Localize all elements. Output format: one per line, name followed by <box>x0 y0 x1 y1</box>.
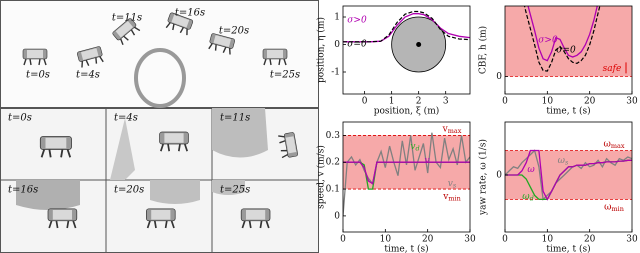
x-axis-label: time, t (s) <box>546 106 590 117</box>
y-axis-label: yaw rate, ω (1/s) <box>478 139 489 216</box>
y-tick-label: 0 <box>496 72 502 82</box>
series-label: σ=0 <box>556 46 576 56</box>
plot-area <box>343 132 470 216</box>
snapshot-grid <box>0 108 319 253</box>
snapshot-time-label: t=25s <box>220 185 250 196</box>
x-tick-label: 0 <box>362 97 368 107</box>
series-label: σ>0 <box>538 36 558 46</box>
x-tick-label: 0 <box>340 235 346 245</box>
x-axis-label: position, ξ (m) <box>374 106 439 117</box>
safe-region <box>505 6 632 77</box>
snapshot-time-label: t=20s <box>114 185 144 196</box>
time-label: t=11s <box>112 13 142 24</box>
series-line <box>343 10 470 43</box>
overview-image <box>0 0 319 108</box>
snapshot-time-label: t=0s <box>8 113 32 124</box>
x-tick-label: 30 <box>626 235 638 245</box>
x-tick-label: 3 <box>443 97 449 107</box>
bound-label: vmax <box>442 124 462 135</box>
x-tick-label: 2 <box>416 97 422 107</box>
time-label: t=25s <box>270 70 300 81</box>
axes-frame <box>504 121 633 233</box>
snapshot-time-label: t=4s <box>114 113 138 124</box>
y-tick-label: 1 <box>334 13 340 23</box>
series-line <box>505 149 632 201</box>
series-line <box>343 161 470 185</box>
safe-label: safe <box>603 64 622 74</box>
chart: vmin vmax vs vdv 0 10 20 30 0 0.1 0.2 0.3 time, t (s… <box>316 121 476 253</box>
x-tick-label: 20 <box>584 235 596 245</box>
y-tick-label: 0.1 <box>326 185 340 195</box>
time-label: t=0s <box>26 70 50 81</box>
axes-frame <box>504 5 633 95</box>
y-tick-label: 0 <box>334 40 340 50</box>
bound-label: ωmin <box>604 202 624 213</box>
series-label: v <box>424 156 429 166</box>
series-line <box>343 132 470 216</box>
y-tick-label: 0 <box>496 170 502 180</box>
series-line <box>523 6 601 72</box>
series-label: σ>0 <box>347 16 367 26</box>
x-tick-label: 10 <box>542 97 554 107</box>
bound-label: vmin <box>442 192 461 203</box>
x-axis-label: time, t (s) <box>546 244 590 253</box>
obstacle-center <box>416 42 422 47</box>
x-tick-label: 10 <box>542 235 554 245</box>
x-tick-label: 20 <box>584 97 596 107</box>
axes-frame <box>342 121 471 233</box>
time-label: t=16s <box>175 8 205 19</box>
plot-area <box>505 6 632 77</box>
x-tick-label: 0 <box>502 97 508 107</box>
x-tick-label: 30 <box>464 235 476 245</box>
x-tick-label: 10 <box>380 235 392 245</box>
y-axis-label: CBF, h (m) <box>478 26 489 74</box>
series-label: vs <box>448 179 457 190</box>
time-label: t=4s <box>76 70 100 81</box>
chart: ωmin ωmax ωs ωd ω 0 10 20 30 0 time, t (s) yaw rate… <box>478 121 638 253</box>
y-axis-label: speed, v (m/s) <box>316 145 327 209</box>
axes-frame <box>342 5 471 95</box>
x-axis-label: time, t (s) <box>384 244 428 253</box>
y-tick-label: 0.3 <box>326 131 341 141</box>
plot-area <box>505 149 632 201</box>
y-tick-label: 0 <box>334 211 340 221</box>
series-label: ω <box>527 165 535 175</box>
series-label: vd <box>410 142 419 153</box>
series-label: σ=0 <box>347 40 367 50</box>
series-line <box>527 6 598 62</box>
x-tick-label: 20 <box>422 235 434 245</box>
series-line <box>505 149 632 201</box>
bound-label: ωmax <box>603 139 624 150</box>
time-label: t=20s <box>219 26 249 37</box>
series-label: ωd <box>522 192 534 203</box>
plot-area <box>343 10 470 73</box>
snapshot-time-label: t=16s <box>8 185 38 196</box>
y-tick-label: 0.2 <box>326 158 340 168</box>
y-tick-label: -1 <box>331 68 340 78</box>
series-label: ωs <box>558 156 569 167</box>
x-tick-label: 1 <box>389 97 395 107</box>
y-axis-label: position, η (m) <box>316 17 327 83</box>
snapshot-time-label: t=11s <box>220 113 250 124</box>
x-tick-label: 0 <box>502 235 508 245</box>
chart: safe σ>0σ=0 0 10 20 30 0 time, t (s) CBF, h (m) <box>478 5 638 117</box>
x-tick-label: 30 <box>626 97 638 107</box>
